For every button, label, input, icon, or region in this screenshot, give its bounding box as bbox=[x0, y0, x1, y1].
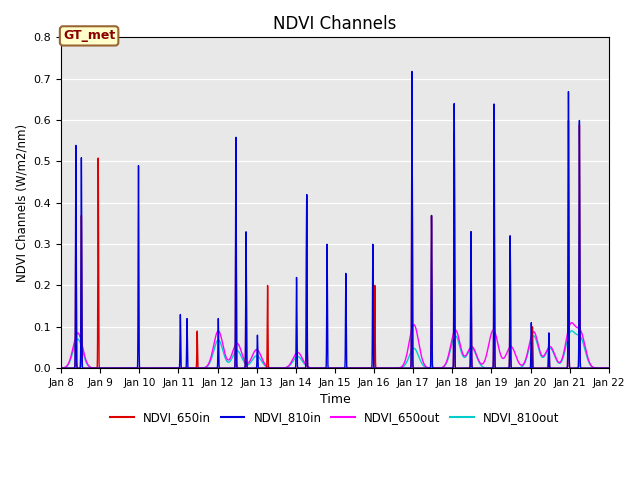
Title: NDVI Channels: NDVI Channels bbox=[273, 15, 397, 33]
Y-axis label: NDVI Channels (W/m2/nm): NDVI Channels (W/m2/nm) bbox=[15, 124, 28, 282]
X-axis label: Time: Time bbox=[319, 394, 350, 407]
Text: GT_met: GT_met bbox=[63, 29, 115, 42]
Legend: NDVI_650in, NDVI_810in, NDVI_650out, NDVI_810out: NDVI_650in, NDVI_810in, NDVI_650out, NDV… bbox=[106, 406, 564, 429]
